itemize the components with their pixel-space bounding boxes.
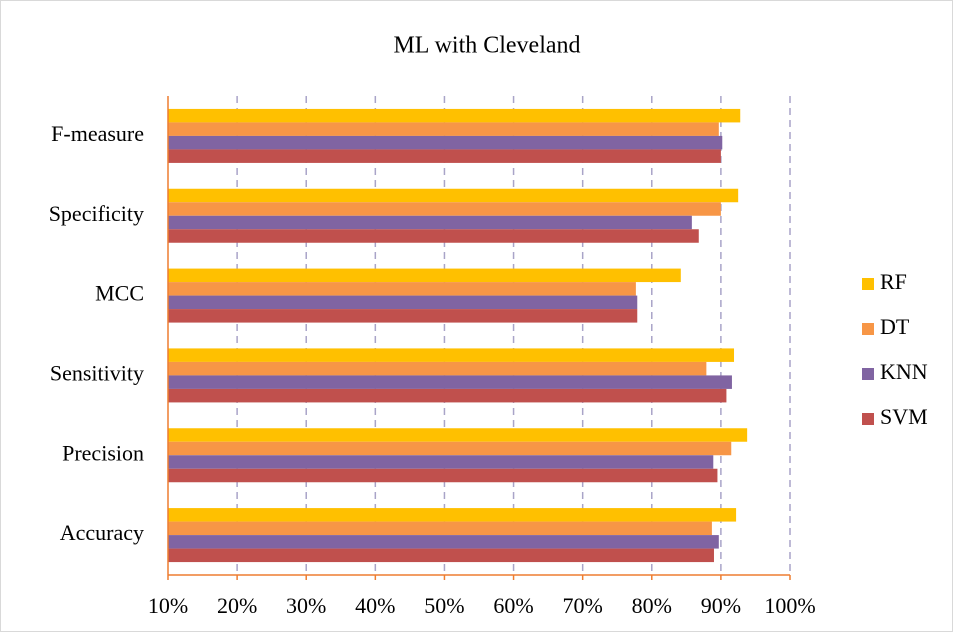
bar [168,535,719,549]
x-tick-label: 10% [148,593,188,618]
bar [168,468,718,483]
bar [168,282,636,296]
x-tick-label: 90% [701,593,741,618]
bar [168,375,732,389]
bar [168,268,681,283]
bar [168,388,727,403]
bar [168,441,732,456]
x-tick-label: 100% [764,593,815,618]
legend-label: SVM [880,404,928,429]
bar [168,548,714,563]
bar [168,122,719,136]
bar [168,229,699,243]
bar [168,135,723,150]
bar [168,309,638,323]
legend-label: DT [880,314,910,339]
y-tick-label: Sensitivity [50,360,144,385]
bar [168,348,735,362]
y-tick-label: MCC [95,281,144,306]
x-tick-label: 70% [563,593,603,618]
bar [168,295,638,310]
x-tick-label: 60% [493,593,533,618]
bar [168,428,748,442]
legend-swatch [862,413,874,425]
bar [168,361,707,376]
bar [168,521,712,536]
x-tick-label: 30% [286,593,326,618]
bar [168,215,692,230]
legend-swatch [862,278,874,290]
x-tick-label: 50% [424,593,464,618]
y-tick-label: Precision [62,440,144,465]
bar [168,188,739,203]
x-tick-label: 20% [217,593,257,618]
y-tick-label: Specificity [49,201,144,226]
x-tick-label: 40% [355,593,395,618]
bar [168,108,741,123]
bar [168,455,714,469]
x-tick-label: 80% [632,593,672,618]
bar [168,508,737,522]
legend-swatch [862,368,874,380]
chart-title: ML with Cleveland [393,33,580,59]
legend-label: RF [880,269,907,294]
legend-swatch [862,323,874,335]
legend-label: KNN [880,359,928,384]
y-tick-label: F-measure [51,121,144,146]
bar [168,149,721,163]
y-tick-label: Accuracy [60,520,144,545]
bar [168,202,721,216]
